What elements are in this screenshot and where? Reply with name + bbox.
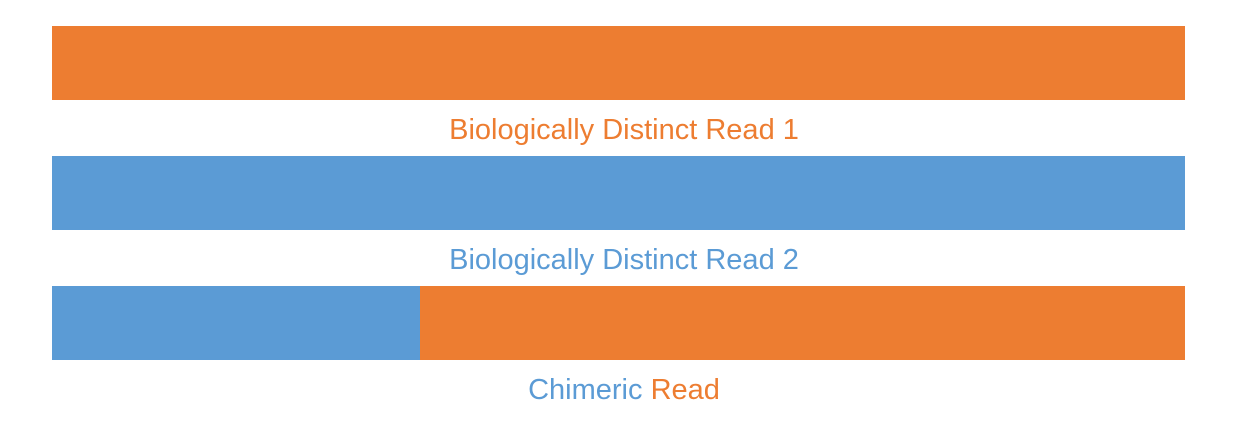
chimeric-segment-blue: [52, 286, 421, 360]
read-1-label: Biologically Distinct Read 1: [449, 114, 799, 146]
chimeric-label-part-chimeric: Chimeric: [528, 374, 651, 406]
chimeric-segment-orange: [420, 286, 1185, 360]
read-1-bar: [52, 26, 1185, 100]
chimeric-read-bar: [52, 286, 1185, 360]
read-2-label: Biologically Distinct Read 2: [449, 244, 799, 276]
chimeric-read-label: Chimeric Read: [0, 372, 1248, 408]
read-2-bar: [52, 156, 1185, 230]
chimeric-label-part-read: Read: [650, 374, 720, 406]
